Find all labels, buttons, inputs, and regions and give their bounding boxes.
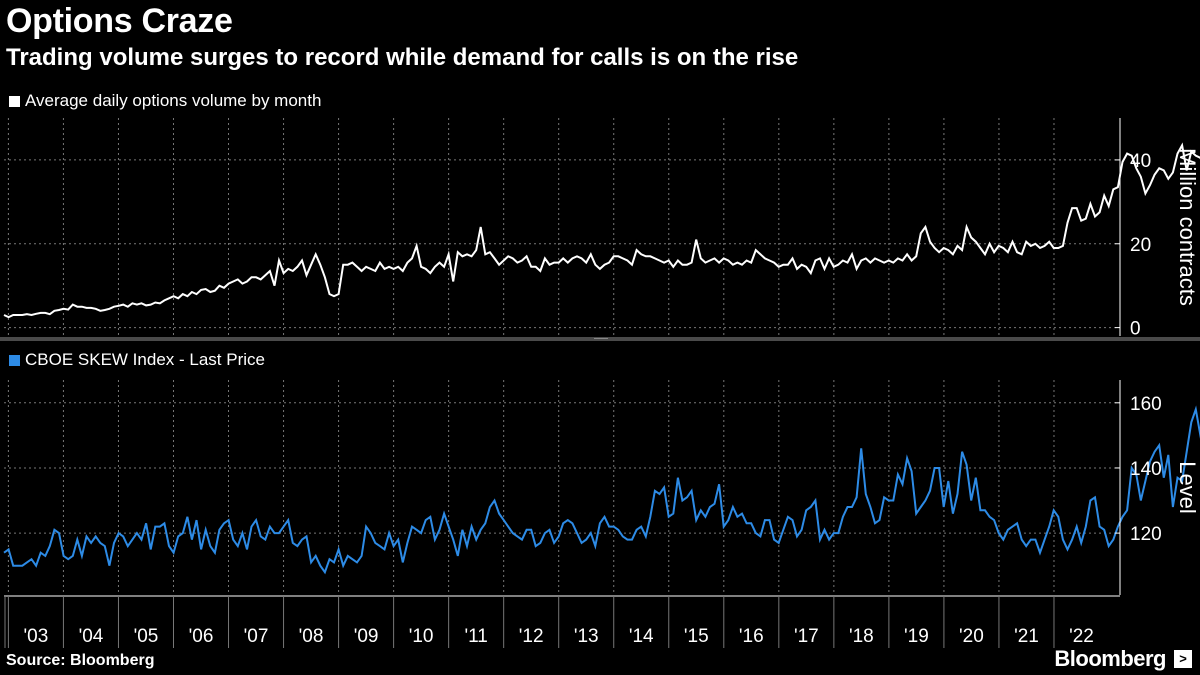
- legend-swatch-volume: [9, 95, 20, 107]
- x-tick-label: '15: [684, 626, 709, 647]
- x-tick-label: '08: [299, 626, 324, 647]
- y-tick-label: 40: [1130, 151, 1151, 172]
- y-tick-label: 20: [1130, 235, 1151, 256]
- x-tick-label: '03: [24, 626, 49, 647]
- x-tick-label: '18: [849, 626, 874, 647]
- y-tick-label: 120: [1130, 524, 1162, 545]
- top-panel-grid: [4, 118, 1120, 336]
- volume-series-line: [3, 142, 1200, 319]
- x-tick-label: '19: [904, 626, 929, 647]
- panel-divider-handle[interactable]: [594, 338, 608, 339]
- y-tick-label: 160: [1130, 394, 1162, 415]
- legend-skew: CBOE SKEW Index - Last Price: [9, 350, 265, 370]
- x-tick-label: '12: [519, 626, 544, 647]
- x-tick-label: '06: [189, 626, 214, 647]
- top-panel-y-axis: 0 20 40 Million contracts: [1115, 118, 1200, 340]
- x-tick-label: '05: [134, 626, 159, 647]
- chart-subtitle: Trading volume surges to record while de…: [6, 44, 799, 71]
- x-tick-label: '13: [574, 626, 599, 647]
- bottom-panel-grid: [4, 380, 1120, 595]
- legend-label-volume: Average daily options volume by month: [25, 91, 322, 110]
- x-tick-label: '10: [409, 626, 434, 647]
- y-axis-title-volume: Million contracts: [1175, 148, 1200, 306]
- panel-divider[interactable]: [0, 337, 1200, 341]
- source-note: Source: Bloomberg: [6, 652, 155, 669]
- x-tick-label: '20: [959, 626, 984, 647]
- x-tick-label: '09: [354, 626, 379, 647]
- bottom-panel-y-axis: 120 140 160 Level: [1115, 380, 1200, 595]
- x-tick-label: '17: [794, 626, 819, 647]
- chart-title: Options Craze: [6, 2, 233, 40]
- legend-volume: Average daily options volume by month: [9, 91, 321, 111]
- legend-swatch-skew: [9, 354, 20, 366]
- x-tick-label: '04: [79, 626, 104, 647]
- y-tick-label: 0: [1130, 319, 1141, 340]
- legend-label-skew: CBOE SKEW Index - Last Price: [25, 350, 265, 369]
- skew-series-line: [3, 405, 1200, 575]
- y-tick-label: 140: [1130, 459, 1162, 480]
- x-tick-label: '22: [1069, 626, 1094, 647]
- x-tick-label: '16: [739, 626, 764, 647]
- x-tick-label: '21: [1014, 626, 1039, 647]
- x-tick-label: '07: [244, 626, 269, 647]
- y-axis-title-skew: Level: [1175, 461, 1200, 514]
- bloomberg-logo: Bloomberg: [1054, 646, 1166, 671]
- x-tick-label: '11: [464, 626, 487, 647]
- x-axis: '03 '04 '05 '06 '07 '08 '09 '10 '11 '12 '13 '14 '15 '…: [4, 595, 1120, 648]
- terminal-icon: >: [1174, 650, 1192, 668]
- x-tick-label: '14: [629, 626, 654, 647]
